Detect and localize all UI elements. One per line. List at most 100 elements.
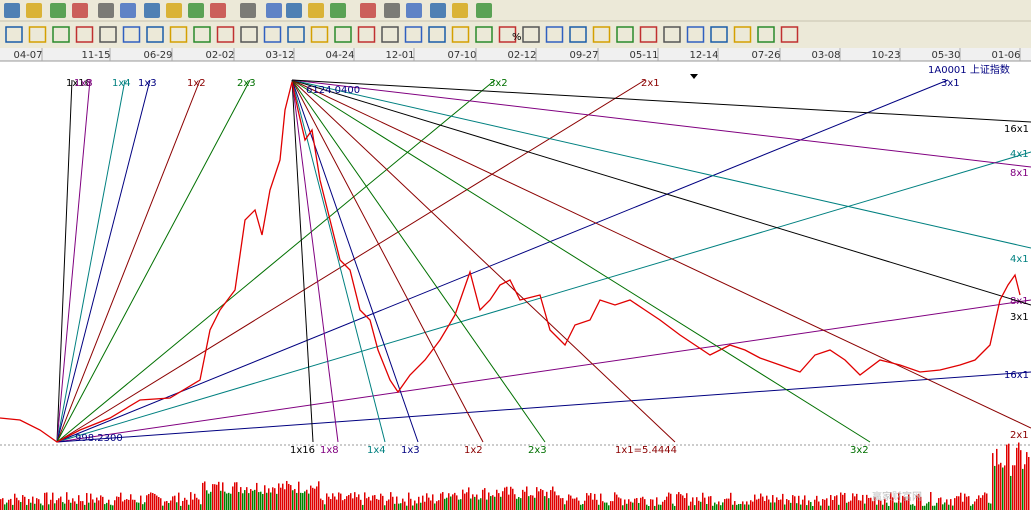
tool-button[interactable]: [98, 3, 114, 18]
tool-button[interactable]: [498, 26, 517, 43]
volume-bar: [944, 502, 946, 510]
percent-button[interactable]: %: [512, 32, 522, 43]
volume-bar: [558, 495, 560, 510]
volume-bar: [938, 498, 940, 510]
tool-button[interactable]: [780, 26, 799, 43]
volume-bar: [590, 493, 592, 510]
tool-button[interactable]: [308, 3, 324, 18]
volume-bar: [936, 502, 938, 510]
tool-button[interactable]: [330, 3, 346, 18]
tool-button[interactable]: [266, 3, 282, 18]
volume-bar: [36, 498, 38, 510]
tool-button[interactable]: [663, 26, 681, 43]
tool-button[interactable]: [286, 3, 302, 18]
tool-button[interactable]: [166, 3, 182, 18]
tool-button[interactable]: [757, 26, 775, 43]
volume-bar: [862, 494, 864, 510]
tool-button[interactable]: [169, 26, 188, 43]
volume-bar: [256, 482, 258, 510]
tool-button[interactable]: [428, 26, 446, 43]
volume-bar: [598, 504, 600, 510]
tool-button[interactable]: [404, 26, 423, 43]
tool-button[interactable]: [686, 26, 705, 43]
tool-button[interactable]: [357, 26, 376, 43]
volume-bar: [134, 499, 136, 510]
tool-button[interactable]: [5, 26, 23, 43]
tool-button[interactable]: [406, 3, 422, 18]
volume-bar: [790, 502, 792, 510]
tool-button[interactable]: [381, 26, 399, 43]
volume-bar: [802, 499, 804, 510]
tool-button[interactable]: [569, 26, 587, 43]
volume-bar: [768, 499, 770, 510]
tool-button[interactable]: [475, 26, 493, 43]
tool-button[interactable]: [75, 26, 94, 43]
tool-button[interactable]: [451, 26, 470, 43]
tool-button[interactable]: [616, 26, 634, 43]
volume-bar: [304, 491, 306, 510]
volume-bar: [960, 492, 962, 510]
tool-button[interactable]: [72, 3, 88, 18]
tool-button[interactable]: [50, 3, 66, 18]
date-label: 04-07: [13, 50, 42, 61]
volume-bar: [534, 497, 536, 510]
fan-line: [291, 79, 339, 443]
tool-button[interactable]: [733, 26, 752, 43]
tool-button[interactable]: [287, 26, 305, 43]
tool-button[interactable]: [193, 26, 211, 43]
volume-bar: [486, 499, 488, 510]
tool-button[interactable]: [28, 26, 47, 43]
tool-button[interactable]: [122, 26, 141, 43]
volume-bar: [700, 501, 702, 510]
tool-button[interactable]: [263, 26, 282, 43]
volume-bar: [972, 504, 974, 510]
tool-button[interactable]: [476, 3, 492, 18]
volume-bar: [614, 492, 616, 510]
fan-label: 1x2: [464, 445, 483, 456]
tool-button[interactable]: [310, 26, 329, 43]
volume-bar: [860, 500, 862, 510]
tool-button[interactable]: [592, 26, 611, 43]
tool-button[interactable]: [240, 26, 258, 43]
volume-bar: [850, 500, 852, 510]
volume-bar: [1016, 447, 1018, 510]
tool-button[interactable]: [144, 3, 160, 18]
volume-bar: [946, 499, 948, 510]
tool-button[interactable]: [4, 3, 20, 18]
tool-button[interactable]: [360, 3, 376, 18]
volume-bar: [776, 497, 778, 510]
tool-button[interactable]: [240, 3, 256, 18]
volume-bar: [24, 496, 26, 510]
volume-bar: [30, 502, 32, 510]
tool-button[interactable]: [384, 3, 400, 18]
tool-button[interactable]: [26, 3, 42, 18]
tool-button[interactable]: [522, 26, 540, 43]
tool-button[interactable]: [545, 26, 564, 43]
tool-button[interactable]: [452, 3, 468, 18]
volume-bar: [172, 496, 174, 510]
volume-bar: [448, 493, 450, 510]
volume-bar: [922, 505, 924, 510]
volume-bar: [390, 492, 392, 510]
tool-button[interactable]: [430, 3, 446, 18]
tool-button[interactable]: [146, 26, 164, 43]
tool-button[interactable]: [216, 26, 235, 43]
volume-bar: [600, 493, 602, 510]
tool-button[interactable]: [334, 26, 352, 43]
volume-bar: [550, 490, 552, 510]
tool-button[interactable]: [52, 26, 70, 43]
tool-button[interactable]: [188, 3, 204, 18]
volume-bar: [782, 493, 784, 510]
volume-bar: [222, 482, 224, 510]
volume-bar: [688, 505, 690, 510]
volume-bar: [798, 495, 800, 510]
tool-button[interactable]: [210, 3, 226, 18]
tool-button[interactable]: [710, 26, 728, 43]
volume-bar: [752, 501, 754, 510]
tool-button[interactable]: [639, 26, 658, 43]
tool-button[interactable]: [120, 3, 136, 18]
low-label: 998.2300: [75, 433, 123, 444]
volume-bar: [540, 488, 542, 510]
tool-button[interactable]: [99, 26, 117, 43]
volume-bar: [930, 492, 932, 510]
